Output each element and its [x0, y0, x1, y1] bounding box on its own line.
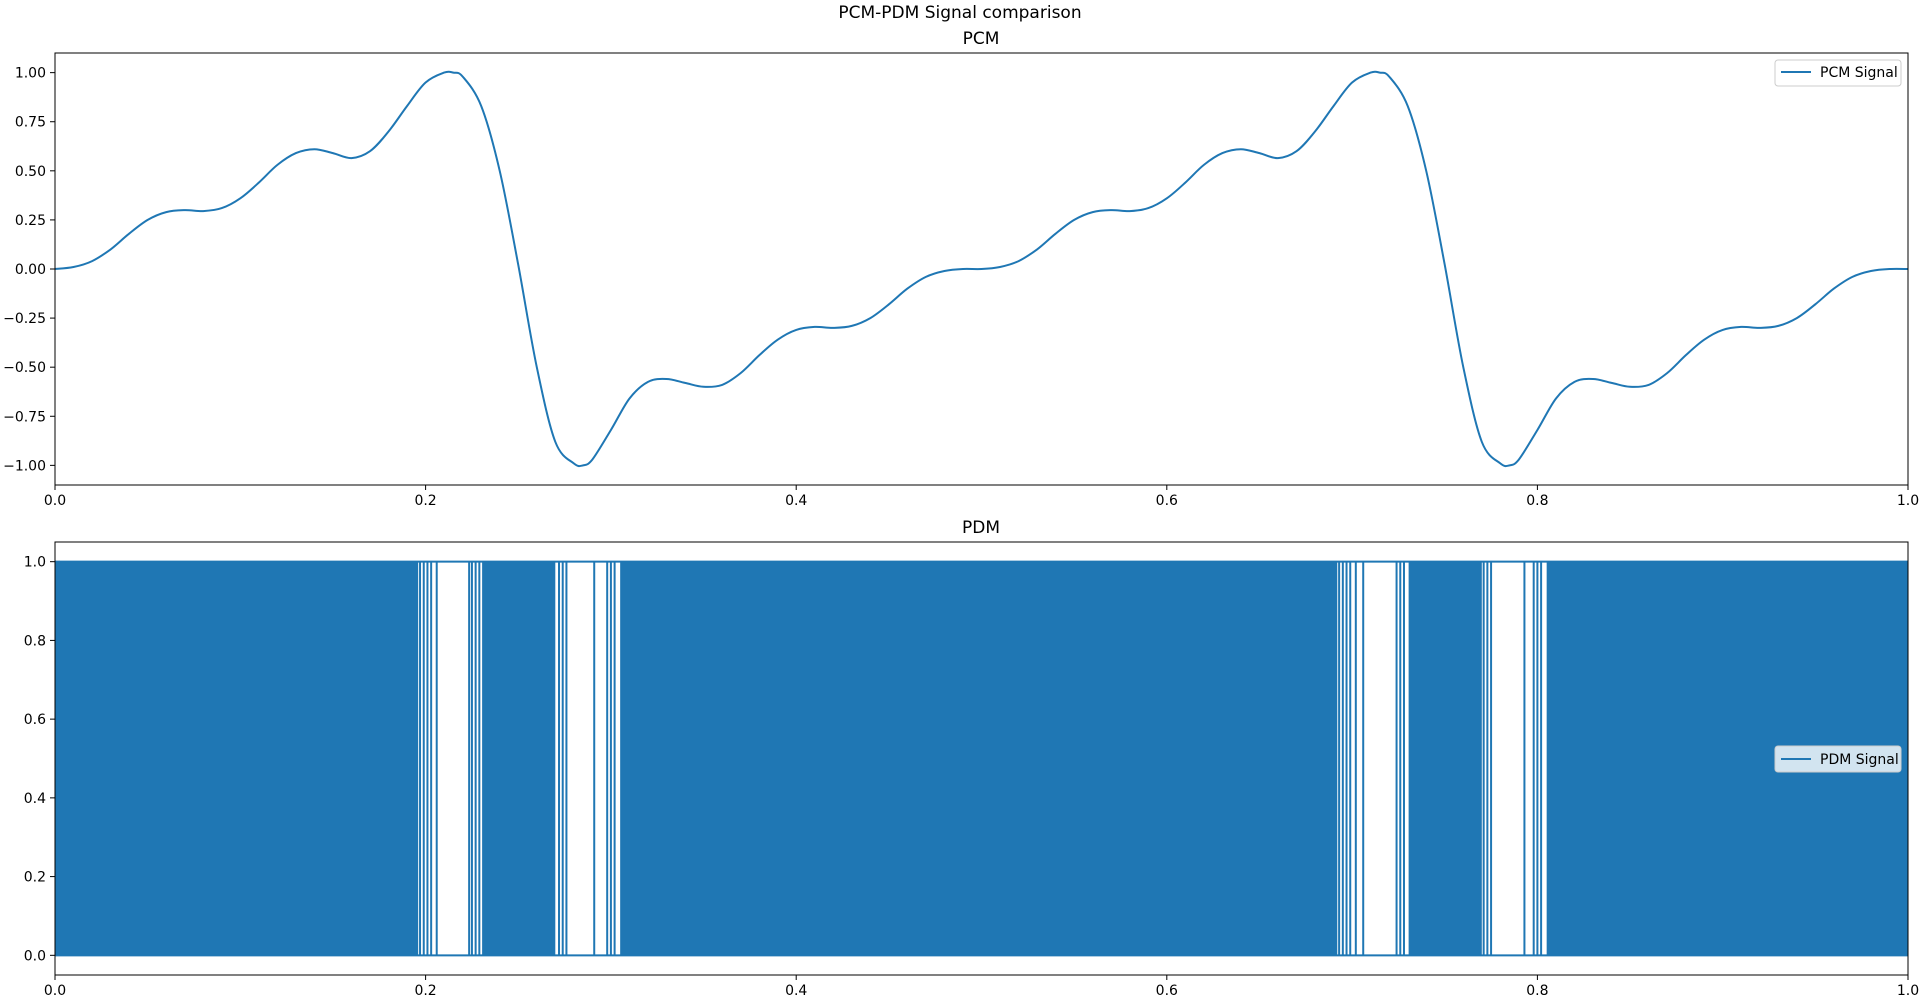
pdm-y-tick-label: 0.2: [24, 870, 46, 886]
pcm-y-tick-label: 1.00: [15, 66, 46, 82]
pdm-y-tick-label: 0.8: [24, 633, 46, 649]
pdm-y-tick-label: 1.0: [24, 555, 46, 571]
pcm-x-tick-label: 0.8: [1526, 493, 1548, 509]
pdm-x-tick-label: 0.6: [1156, 983, 1178, 999]
pdm-dense-pulse-band: [620, 561, 1338, 956]
pcm-signal-line: [55, 70, 1908, 468]
pdm-subplot: PDM 0.0 0.2 0.4 0.6 0.8 1.0 1.00.80.60.40.20.…: [24, 518, 1919, 999]
pcm-x-tick-label: 0.0: [44, 493, 66, 509]
pdm-y-tick-label: 0.0: [24, 948, 46, 964]
pcm-y-axis: 1.00 0.75 0.50 0.25 0.00 −0.25 −0.50 −0.75 −1.00: [3, 66, 55, 474]
pcm-x-axis: 0.0 0.2 0.4 0.6 0.8 1.0: [44, 485, 1919, 509]
pdm-x-axis: 0.0 0.2 0.4 0.6 0.8 1.0: [44, 975, 1919, 999]
pcm-legend-label: PCM Signal: [1820, 65, 1898, 81]
pcm-y-tick-label: −1.00: [3, 458, 46, 474]
pcm-plot-area: [55, 70, 1908, 468]
pcm-y-tick-label: 0.25: [15, 213, 46, 229]
pdm-axes-frame: [54, 541, 1909, 976]
pcm-y-tick-label: −0.25: [3, 311, 46, 327]
figure-suptitle: PCM-PDM Signal comparison: [838, 3, 1081, 23]
pcm-y-tick-label: 0.50: [15, 164, 46, 180]
pdm-dense-pulse-band: [482, 561, 556, 956]
pdm-y-axis: 1.0 0.8 0.6 0.4 0.2 0.0: [24, 555, 55, 964]
pdm-legend-box: [1774, 745, 1902, 773]
pcm-y-tick-label: 0.75: [15, 115, 46, 131]
pcm-y-tick-label: −0.75: [3, 409, 46, 425]
pdm-x-tick-label: 0.8: [1526, 983, 1548, 999]
pdm-legend: PDM Signal: [1774, 745, 1902, 773]
pcm-legend-box: [1774, 59, 1902, 87]
pcm-subplot: PCM 0.0 0.2 0.4 0.6 0.8 1.0 1.00 0.75 0.50 0.25 0…: [3, 29, 1919, 509]
pdm-title: PDM: [962, 518, 1000, 538]
pdm-x-tick-label: 0.4: [785, 983, 807, 999]
pcm-y-tick-label: −0.50: [3, 360, 46, 376]
pcm-y-tick-label: 0.00: [15, 262, 46, 278]
pcm-x-tick-label: 1.0: [1897, 493, 1919, 509]
pdm-plot-area: [55, 560, 1908, 957]
pdm-y-tick-label: 0.4: [24, 791, 46, 807]
pdm-x-tick-label: 0.2: [414, 983, 436, 999]
pdm-dense-pulse-band: [1408, 561, 1482, 956]
pcm-legend: PCM Signal: [1774, 59, 1902, 87]
pdm-y-tick-label: 0.6: [24, 712, 46, 728]
pcm-title: PCM: [963, 29, 1000, 49]
pdm-x-tick-label: 0.0: [44, 983, 66, 999]
pdm-dense-pulse-band: [55, 561, 419, 956]
pcm-x-tick-label: 0.2: [414, 493, 436, 509]
pcm-x-tick-label: 0.6: [1156, 493, 1178, 509]
pdm-x-tick-label: 1.0: [1897, 983, 1919, 999]
pdm-legend-label: PDM Signal: [1820, 752, 1899, 768]
pcm-x-tick-label: 0.4: [785, 493, 807, 509]
